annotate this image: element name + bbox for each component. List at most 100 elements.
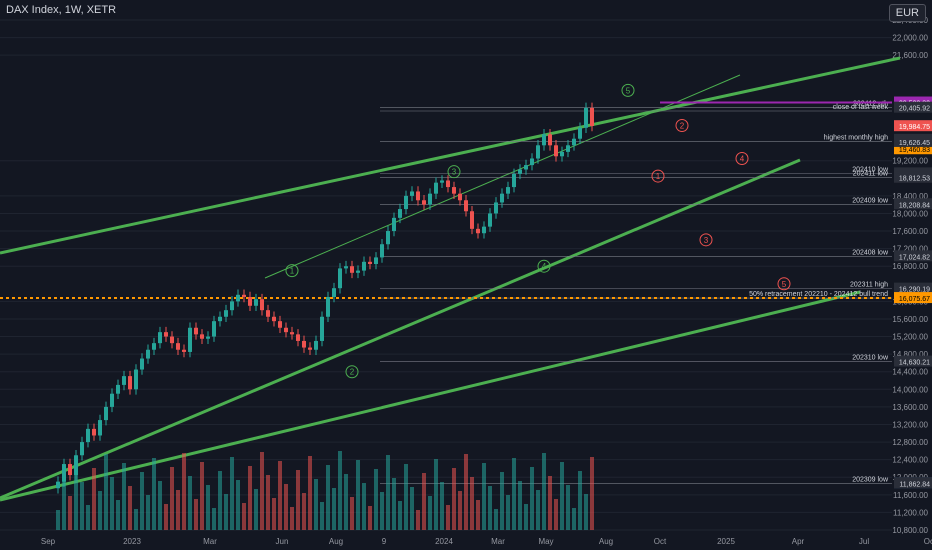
candle-body[interactable]	[62, 464, 66, 482]
trendline[interactable]	[264, 74, 741, 279]
candle-body[interactable]	[446, 180, 450, 188]
candle-body[interactable]	[386, 231, 390, 245]
candle-body[interactable]	[584, 107, 588, 128]
candle-body[interactable]	[218, 316, 222, 322]
candle-body[interactable]	[308, 347, 312, 350]
candle-body[interactable]	[416, 191, 420, 201]
candle-body[interactable]	[194, 327, 198, 335]
candle-body[interactable]	[296, 334, 300, 341]
candle-body[interactable]	[524, 165, 528, 170]
candle-body[interactable]	[80, 442, 84, 456]
candle-body[interactable]	[248, 296, 252, 306]
candle-body[interactable]	[134, 369, 138, 390]
candle-body[interactable]	[326, 296, 330, 317]
candle-body[interactable]	[182, 349, 186, 352]
candle-body[interactable]	[428, 193, 432, 205]
trendline[interactable]	[0, 56, 901, 255]
candle-body[interactable]	[374, 257, 378, 265]
currency-badge[interactable]: EUR	[888, 4, 926, 22]
candle-body[interactable]	[362, 261, 366, 271]
candle-body[interactable]	[260, 299, 264, 311]
candle-body[interactable]	[320, 316, 324, 341]
candle-body[interactable]	[254, 299, 258, 306]
candle-body[interactable]	[554, 145, 558, 157]
candle-body[interactable]	[542, 134, 546, 146]
candle-body[interactable]	[266, 310, 270, 317]
candle-body[interactable]	[458, 193, 462, 201]
candle-body[interactable]	[422, 200, 426, 205]
candle-body[interactable]	[314, 340, 318, 350]
candle-body[interactable]	[98, 420, 102, 436]
candle-body[interactable]	[104, 406, 108, 421]
candle-body[interactable]	[368, 261, 372, 265]
candle-body[interactable]	[380, 244, 384, 258]
candle-body[interactable]	[344, 266, 348, 269]
candle-body[interactable]	[128, 376, 132, 390]
candle-body[interactable]	[290, 332, 294, 335]
candle-body[interactable]	[68, 464, 72, 476]
candle-body[interactable]	[230, 301, 234, 311]
candle-body[interactable]	[518, 169, 522, 174]
candle-body[interactable]	[488, 213, 492, 227]
candle-body[interactable]	[272, 316, 276, 322]
candle-body[interactable]	[470, 211, 474, 229]
candle-body[interactable]	[146, 349, 150, 359]
candle-body[interactable]	[398, 209, 402, 218]
candle-body[interactable]	[212, 321, 216, 337]
candle-body[interactable]	[188, 327, 192, 352]
candle-body[interactable]	[158, 332, 162, 344]
candle-body[interactable]	[338, 268, 342, 289]
volume-bar	[332, 488, 336, 530]
candle-body[interactable]	[578, 127, 582, 139]
candle-body[interactable]	[500, 193, 504, 203]
candle-body[interactable]	[434, 182, 438, 194]
candle-body[interactable]	[566, 145, 570, 152]
candle-body[interactable]	[572, 138, 576, 146]
time-tick-label: Oct	[924, 537, 932, 546]
candle-body[interactable]	[356, 270, 360, 273]
candle-body[interactable]	[278, 321, 282, 328]
candle-body[interactable]	[86, 428, 90, 443]
trendline[interactable]	[0, 290, 861, 502]
candle-body[interactable]	[176, 343, 180, 350]
candle-body[interactable]	[512, 173, 516, 188]
candle-body[interactable]	[590, 107, 594, 126]
candle-body[interactable]	[530, 158, 534, 166]
candle-body[interactable]	[122, 376, 126, 385]
candle-body[interactable]	[56, 481, 60, 489]
candle-body[interactable]	[302, 340, 306, 348]
candle-body[interactable]	[92, 428, 96, 436]
candle-body[interactable]	[200, 334, 204, 339]
candle-body[interactable]	[392, 217, 396, 232]
candle-body[interactable]	[452, 187, 456, 194]
candle-body[interactable]	[440, 180, 444, 183]
candle-body[interactable]	[140, 358, 144, 370]
candle-body[interactable]	[116, 384, 120, 394]
candle-body[interactable]	[332, 288, 336, 297]
candle-body[interactable]	[476, 228, 480, 234]
candle-body[interactable]	[164, 332, 168, 337]
candle-body[interactable]	[548, 134, 552, 146]
candle-body[interactable]	[224, 310, 228, 317]
trendline[interactable]	[0, 158, 801, 500]
price-label: 18,812.53	[899, 176, 930, 183]
candle-body[interactable]	[494, 202, 498, 214]
candle-body[interactable]	[350, 266, 354, 273]
candle-body[interactable]	[236, 294, 240, 302]
candle-body[interactable]	[404, 195, 408, 210]
level-note: 50% retracement 202210 - 202412 bull tre…	[749, 291, 888, 298]
candle-body[interactable]	[506, 187, 510, 194]
candle-body[interactable]	[482, 226, 486, 234]
candle-body[interactable]	[464, 200, 468, 212]
volume-bar	[386, 455, 390, 530]
candle-body[interactable]	[206, 336, 210, 339]
candle-body[interactable]	[170, 336, 174, 344]
candle-body[interactable]	[410, 191, 414, 196]
candle-body[interactable]	[536, 145, 540, 159]
candle-body[interactable]	[560, 151, 564, 157]
candle-body[interactable]	[242, 294, 246, 297]
candle-body[interactable]	[110, 393, 114, 407]
candle-body[interactable]	[152, 343, 156, 350]
candle-body[interactable]	[284, 327, 288, 333]
